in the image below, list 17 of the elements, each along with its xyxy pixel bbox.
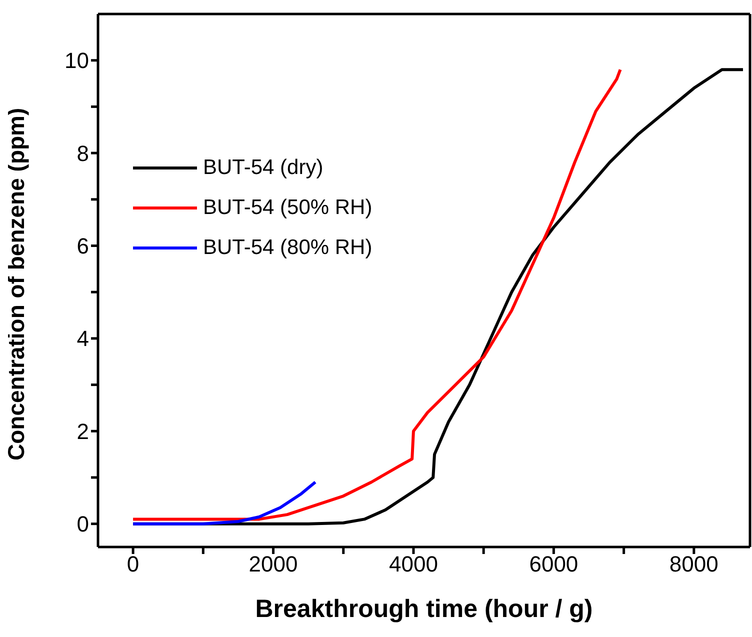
x-tick-label: 2000 [248,552,298,577]
y-tick-label: 0 [76,512,89,537]
y-tick-label: 10 [64,48,89,74]
y-tick-label: 6 [76,234,89,259]
x-axis-title: Breakthrough time (hour / g) [255,595,593,623]
line-series [132,68,622,521]
x-tick-label: 6000 [529,552,578,577]
x-tick-label: 4000 [389,552,438,577]
x-tick-label: 0 [126,552,140,577]
legend-label: BUT-54 (50% RH) [203,195,372,221]
y-tick-label: 8 [76,140,89,166]
y-tick-label: 2 [76,418,89,444]
x-tick-label: 8000 [669,552,718,577]
line-series [132,480,317,526]
y-tick-label: 4 [76,326,89,352]
legend-label: BUT-54 (80% RH) [203,235,372,261]
legend-label: BUT-54 (dry) [203,155,324,181]
